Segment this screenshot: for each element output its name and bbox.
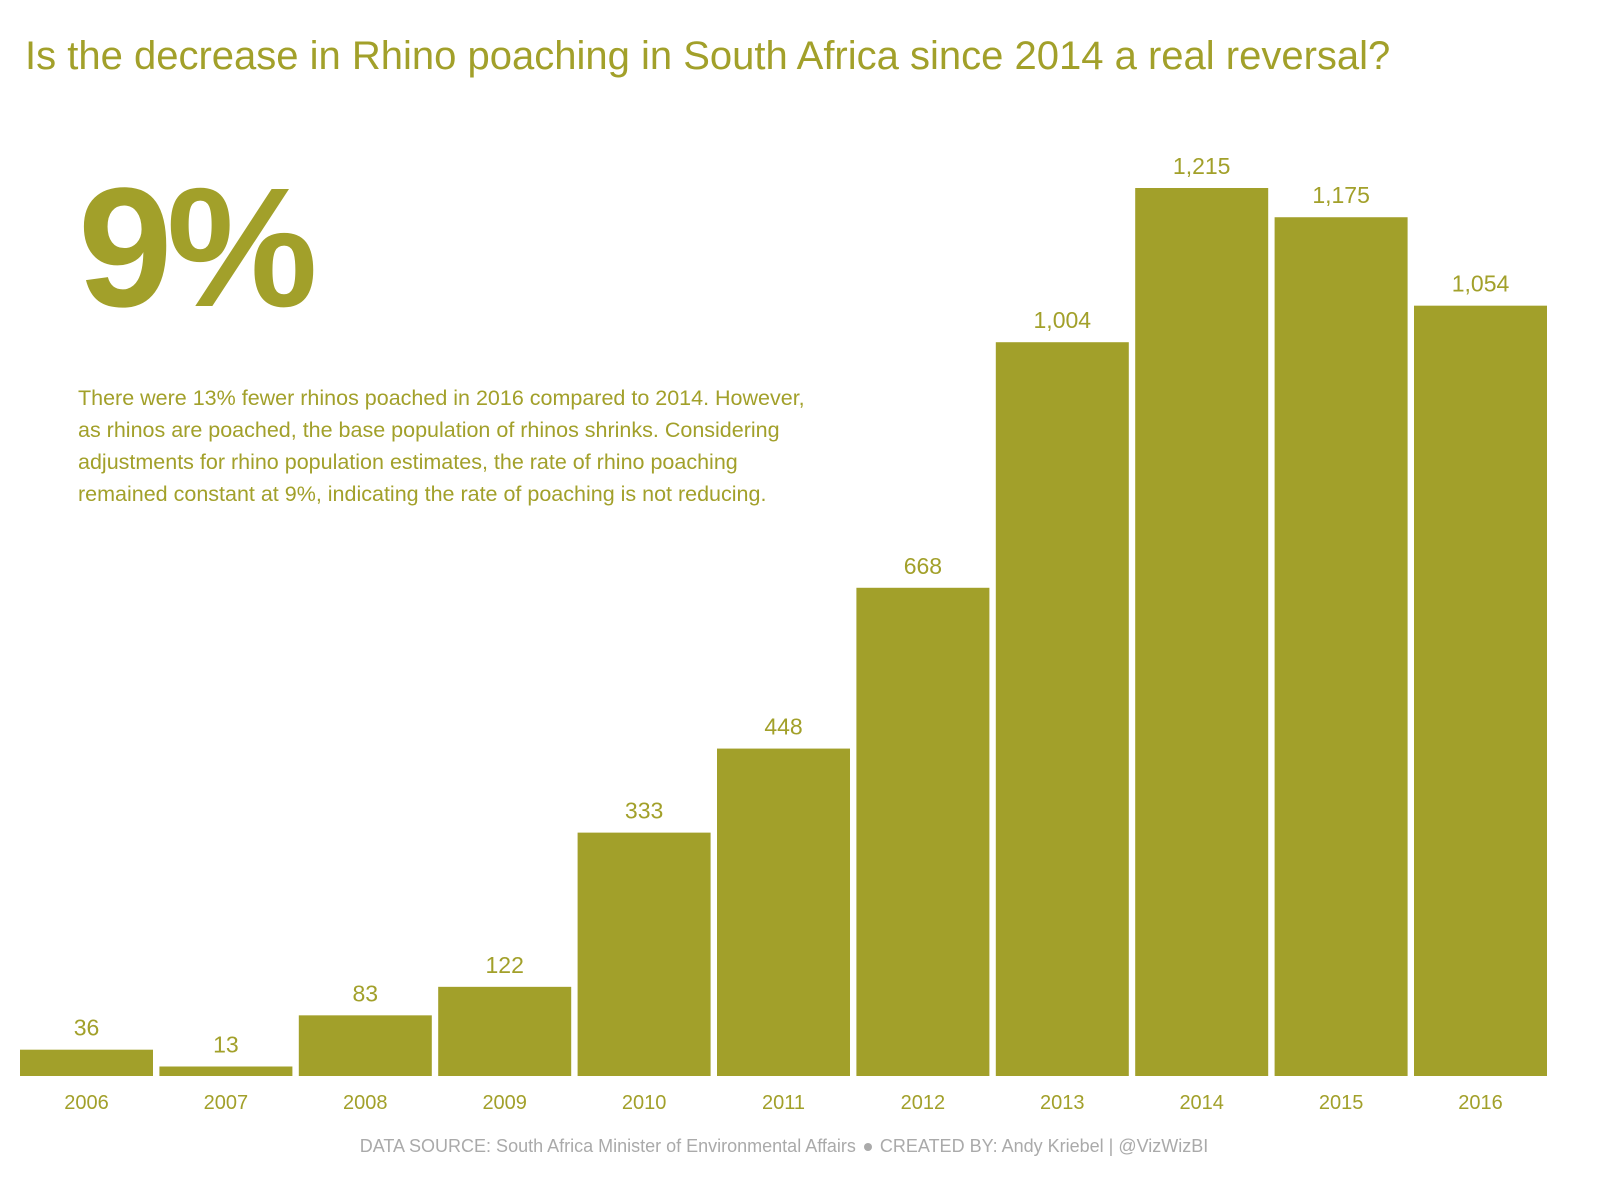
credit: CREATED BY: Andy Kriebel | @VizWizBI: [879, 1136, 1209, 1156]
x-tick-label: 2013: [1040, 1092, 1085, 1114]
footer: DATA SOURCE: South Africa Minister of En…: [0, 1136, 1568, 1157]
x-tick-label: 2016: [1458, 1092, 1503, 1114]
data-label: 668: [904, 553, 942, 579]
description-text: There were 13% fewer rhinos poached in 2…: [78, 386, 805, 506]
data-label: 1,175: [1312, 182, 1370, 208]
x-tick-label: 2007: [204, 1092, 249, 1114]
data-label: 83: [353, 980, 379, 1006]
bar-2006: [20, 1049, 153, 1076]
data-label: 333: [625, 798, 663, 824]
separator-dot: [863, 1143, 872, 1152]
x-tick-label: 2011: [762, 1092, 805, 1114]
data-label: 1,054: [1452, 271, 1510, 297]
data-label: 36: [74, 1015, 100, 1041]
bar-2010: [577, 832, 711, 1076]
x-tick-label: 2012: [901, 1092, 946, 1114]
data-label: 13: [213, 1031, 239, 1057]
x-tick-label: 2006: [64, 1092, 109, 1114]
x-tick-label: 2009: [482, 1092, 527, 1114]
data-label: 122: [486, 952, 524, 978]
x-tick-label: 2015: [1319, 1092, 1364, 1114]
bar-2008: [298, 1015, 432, 1076]
data-label: 1,004: [1034, 307, 1092, 333]
bar-2014: [1135, 188, 1269, 1076]
bar-2011: [717, 748, 850, 1076]
bar-2009: [438, 986, 572, 1076]
bar-2007: [159, 1066, 293, 1076]
chart-title: Is the decrease in Rhino poaching in Sou…: [25, 34, 1391, 78]
data-label: 1,215: [1173, 153, 1231, 179]
data-label: 448: [764, 714, 802, 740]
big-number: 9%: [78, 153, 318, 343]
x-tick-label: 2008: [343, 1092, 388, 1114]
bar-2012: [856, 587, 990, 1076]
bar-2013: [995, 342, 1129, 1076]
bar-2015: [1274, 217, 1408, 1077]
x-tick-label: 2014: [1179, 1092, 1224, 1114]
bar-2016: [1414, 305, 1547, 1076]
x-tick-label: 2010: [622, 1092, 667, 1114]
data-source: DATA SOURCE: South Africa Minister of En…: [359, 1136, 856, 1156]
